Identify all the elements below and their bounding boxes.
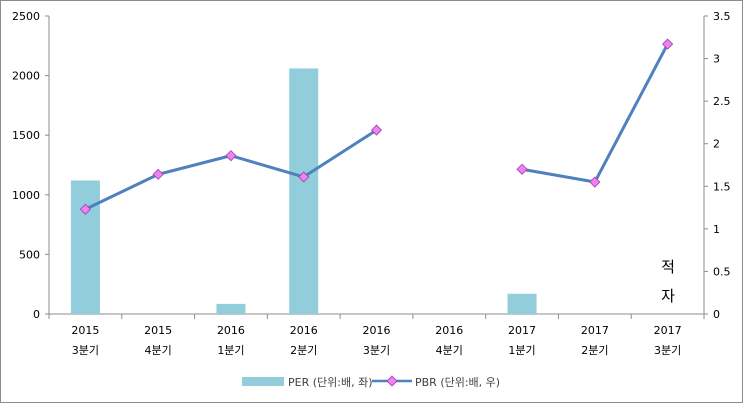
pbr-point bbox=[79, 203, 91, 215]
x-label-quarter: 3분기 bbox=[363, 344, 390, 357]
per-bars bbox=[70, 68, 537, 314]
pbr-point bbox=[370, 124, 383, 136]
pbr-line bbox=[79, 38, 674, 215]
deficit-annotation: 적 자 bbox=[661, 258, 675, 305]
per-bar bbox=[507, 293, 537, 314]
x-label-year: 2017 bbox=[654, 324, 682, 337]
x-label-year: 2016 bbox=[435, 324, 463, 337]
right-tick-label: 1 bbox=[713, 223, 720, 236]
right-tick-label: 2.5 bbox=[713, 95, 731, 108]
per-bar bbox=[70, 180, 100, 314]
x-label-year: 2017 bbox=[581, 324, 609, 337]
pbr-line-segment bbox=[521, 43, 669, 184]
x-label-quarter: 1분기 bbox=[217, 344, 244, 357]
right-tick-label: 0.5 bbox=[713, 265, 731, 278]
x-label-year: 2015 bbox=[144, 324, 172, 337]
x-label-quarter: 1분기 bbox=[508, 344, 535, 357]
x-label-quarter: 2분기 bbox=[581, 344, 608, 357]
x-label-quarter: 3분기 bbox=[654, 344, 681, 357]
axis-labels: 0 500 1000 1500 2000 2500 0 0.5 1 1.5 2 2.5 3 3.5 2015… bbox=[12, 10, 731, 357]
right-tick-label: 1.5 bbox=[713, 180, 731, 193]
right-tick-label: 2 bbox=[713, 138, 720, 151]
legend-pbr-label: PBR (단위:배, 우) bbox=[415, 376, 500, 389]
x-label-quarter: 4분기 bbox=[145, 344, 172, 357]
annotation-line-1: 적 bbox=[661, 258, 675, 276]
pbr-point bbox=[516, 163, 528, 175]
pbr-line-segment bbox=[84, 128, 378, 211]
pbr-point bbox=[298, 171, 310, 183]
left-tick-label: 2500 bbox=[12, 10, 40, 23]
x-label-year: 2015 bbox=[71, 324, 99, 337]
left-tick-label: 500 bbox=[19, 248, 40, 261]
per-bar bbox=[289, 68, 319, 314]
per-bar bbox=[216, 303, 246, 314]
left-tick-label: 0 bbox=[33, 308, 40, 321]
legend-per-label: PER (단위:배, 좌) bbox=[288, 376, 373, 389]
pbr-point bbox=[152, 168, 164, 180]
legend: PER (단위:배, 좌) PBR (단위:배, 우) bbox=[242, 375, 500, 389]
x-label-quarter: 4분기 bbox=[436, 344, 463, 357]
left-tick-label: 1500 bbox=[12, 129, 40, 142]
legend-pbr-marker bbox=[386, 375, 398, 387]
axes bbox=[45, 15, 708, 319]
right-tick-label: 3.5 bbox=[713, 10, 731, 23]
pbr-point bbox=[662, 38, 674, 50]
x-label-year: 2016 bbox=[363, 324, 391, 337]
right-tick-label: 0 bbox=[713, 308, 720, 321]
x-label-year: 2016 bbox=[217, 324, 245, 337]
right-tick-label: 3 bbox=[713, 53, 720, 66]
x-label-year: 2016 bbox=[290, 324, 318, 337]
left-tick-label: 2000 bbox=[12, 70, 40, 83]
legend-per-swatch bbox=[242, 377, 284, 386]
pbr-point bbox=[225, 150, 237, 162]
x-label-year: 2017 bbox=[508, 324, 536, 337]
x-label-quarter: 3분기 bbox=[72, 344, 99, 357]
pbr-point bbox=[589, 176, 601, 188]
left-tick-label: 1000 bbox=[12, 189, 40, 202]
x-label-quarter: 2분기 bbox=[290, 344, 317, 357]
annotation-line-2: 자 bbox=[661, 287, 675, 305]
